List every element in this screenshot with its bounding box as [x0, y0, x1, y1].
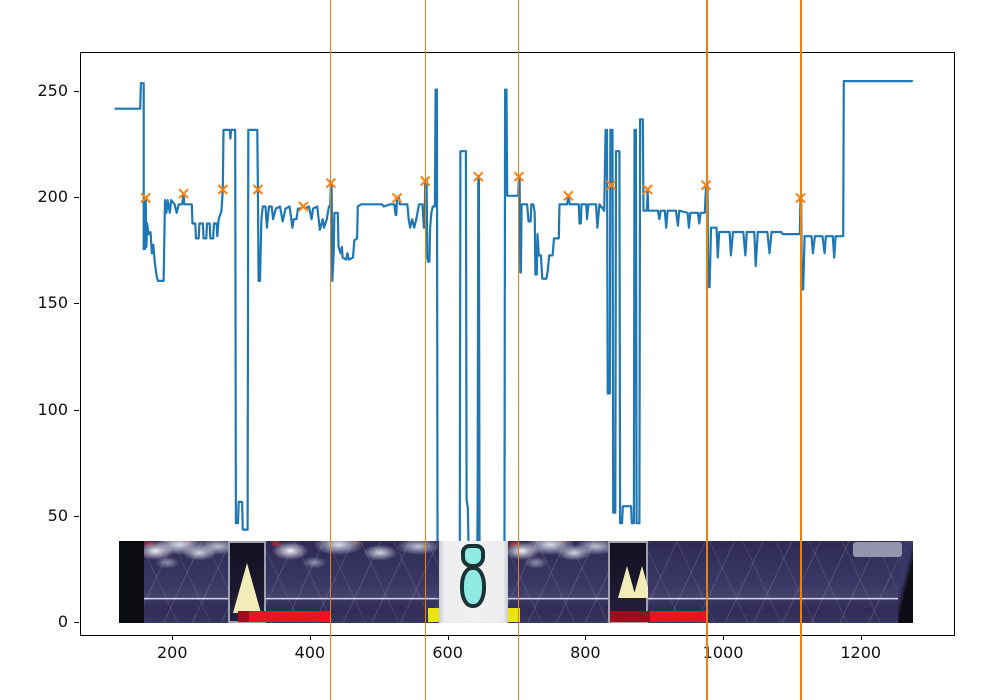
- white-panel: [439, 541, 508, 624]
- y-tick-mark: [74, 515, 79, 517]
- x-tick-mark: [309, 635, 311, 640]
- red-progress-bar-1: [248, 611, 331, 623]
- y-tick-label: 0: [57, 612, 68, 632]
- x-tick-mark: [723, 635, 725, 640]
- marker-panel-1: [228, 541, 267, 624]
- film-strip: [118, 541, 913, 624]
- peak-marker-x-icon: [605, 179, 617, 191]
- smoke-clouds: [266, 541, 439, 587]
- x-tick-label: 600: [432, 643, 463, 662]
- yellow-chip-2: [507, 608, 520, 623]
- x-tick-label: 1000: [702, 643, 744, 662]
- smoke-clouds: [143, 541, 229, 587]
- y-tick-mark: [74, 303, 79, 305]
- peak-marker-x-icon: [700, 179, 712, 191]
- y-tick-label: 250: [37, 80, 68, 100]
- game-frame-3: [507, 541, 609, 624]
- x-tick-label: 1200: [840, 643, 882, 662]
- y-tick-mark: [74, 90, 79, 92]
- x-tick-label: 200: [156, 643, 188, 662]
- peak-marker-x-icon: [391, 192, 403, 204]
- pixel-row-intensity-trace-line: [114, 80, 914, 599]
- event-vline: [800, 0, 802, 700]
- black-lead: [118, 541, 144, 624]
- peak-marker-x-icon: [140, 192, 151, 204]
- boost-double-triangle-icon: [618, 563, 637, 599]
- boost-double-triangle-icon: [633, 563, 652, 599]
- peak-marker-x-icon: [298, 201, 309, 212]
- y-tick-mark: [74, 409, 79, 411]
- cyan-exclamation-body-icon: [460, 565, 487, 608]
- game-frame-1: [143, 541, 229, 624]
- peak-marker-x-icon: [563, 190, 574, 202]
- y-tick-label: 200: [37, 186, 68, 206]
- peak-marker-x-icon: [252, 184, 264, 195]
- event-vline: [424, 0, 427, 700]
- peak-marker-x-icon: [642, 184, 653, 195]
- smoke-clouds: [507, 541, 609, 587]
- y-tick-mark: [74, 622, 79, 624]
- event-vline: [517, 0, 520, 700]
- red-progress-bar-2: [650, 611, 709, 623]
- x-tick-mark: [172, 635, 174, 640]
- peak-marker-x-icon: [217, 184, 229, 195]
- x-tick-label: 800: [570, 643, 601, 662]
- y-tick-label: 100: [37, 399, 68, 419]
- dark-red-bar-2: [610, 611, 651, 623]
- game-frame-2: [266, 541, 439, 624]
- marker-panel-2: [608, 541, 652, 624]
- x-tick-mark: [860, 635, 862, 640]
- game-frame-4: [648, 541, 898, 624]
- yellow-chip-1: [427, 608, 439, 623]
- peak-marker-x-icon: [178, 188, 189, 199]
- boost-triangle-icon: [233, 560, 262, 614]
- peak-marker-x-icon: [473, 171, 484, 182]
- y-tick-label: 150: [37, 293, 68, 313]
- y-tick-label: 50: [47, 505, 68, 525]
- event-vline: [706, 0, 708, 700]
- dark-right-edge: [897, 541, 913, 624]
- dark-red-chip-1: [237, 611, 249, 623]
- x-tick-label: 400: [294, 643, 326, 662]
- cyan-exclamation-top-icon: [461, 543, 486, 568]
- x-tick-mark: [447, 635, 449, 640]
- gray-button: [853, 542, 902, 557]
- event-vline: [329, 0, 332, 700]
- y-tick-mark: [74, 196, 79, 198]
- plot-axes: [80, 52, 955, 636]
- x-tick-mark: [585, 635, 587, 640]
